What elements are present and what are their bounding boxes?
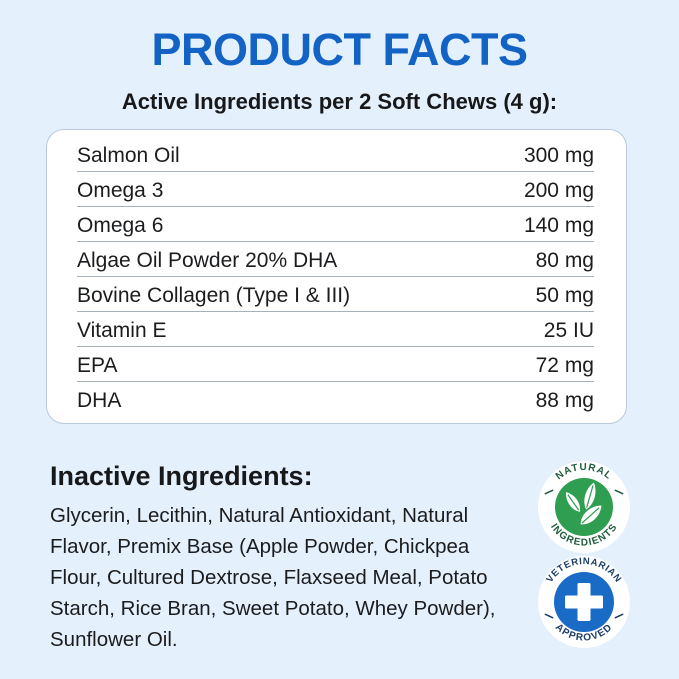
- inactive-ingredients-heading: Inactive Ingredients:: [50, 461, 313, 491]
- ingredient-name: Omega 6: [77, 214, 164, 237]
- veterinarian-approved-badge: VETERINARIAN APPROVED: [538, 556, 630, 648]
- ingredient-amount: 50 mg: [535, 284, 594, 307]
- ingredient-name: Algae Oil Powder 20% DHA: [77, 249, 338, 272]
- leaf-icon: NATURAL INGREDIENTS: [538, 461, 630, 553]
- ingredient-amount: 88 mg: [535, 389, 594, 412]
- ingredient-name: DHA: [77, 389, 122, 412]
- page-title: PRODUCT FACTS: [151, 24, 529, 75]
- table-row: Omega 3 200 mg: [77, 172, 594, 207]
- table-row: Salmon Oil 300 mg: [77, 137, 594, 172]
- leaf-icon: [566, 482, 602, 525]
- active-ingredients-subtitle: Active Ingredients per 2 Soft Chews (4 g…: [121, 89, 558, 114]
- inactive-ingredients-text: Glycerin, Lecithin, Natural Antioxidant,…: [50, 504, 496, 651]
- active-ingredients-table: Salmon Oil 300 mg Omega 3 200 mg Omega 6…: [46, 129, 627, 424]
- table-row: Bovine Collagen (Type I & III) 50 mg: [77, 277, 594, 312]
- table-row: DHA 88 mg: [77, 382, 594, 416]
- ring-dashes: [544, 489, 624, 495]
- table-row: Vitamin E 25 IU: [77, 312, 594, 347]
- table-row: EPA 72 mg: [77, 347, 594, 382]
- ring-dashes: [544, 613, 624, 619]
- ingredient-amount: 300 mg: [523, 144, 594, 167]
- medical-cross-icon: VETERINARIAN APPROVED: [538, 556, 630, 648]
- ingredient-amount: 72 mg: [535, 354, 594, 377]
- ingredient-amount: 80 mg: [535, 249, 594, 272]
- ingredient-amount: 140 mg: [523, 214, 594, 237]
- ingredient-name: EPA: [77, 354, 118, 377]
- ingredient-name: Vitamin E: [77, 319, 167, 342]
- natural-ingredients-badge: NATURAL INGREDIENTS: [538, 461, 630, 553]
- table-row: Algae Oil Powder 20% DHA 80 mg: [77, 242, 594, 277]
- ingredient-name: Salmon Oil: [77, 144, 180, 167]
- ingredient-amount: 25 IU: [543, 319, 594, 342]
- ingredient-amount: 200 mg: [523, 179, 594, 202]
- ingredient-name: Bovine Collagen (Type I & III): [77, 284, 351, 307]
- table-row: Omega 6 140 mg: [77, 207, 594, 242]
- medical-cross-icon: [565, 583, 603, 621]
- ingredient-name: Omega 3: [77, 179, 164, 202]
